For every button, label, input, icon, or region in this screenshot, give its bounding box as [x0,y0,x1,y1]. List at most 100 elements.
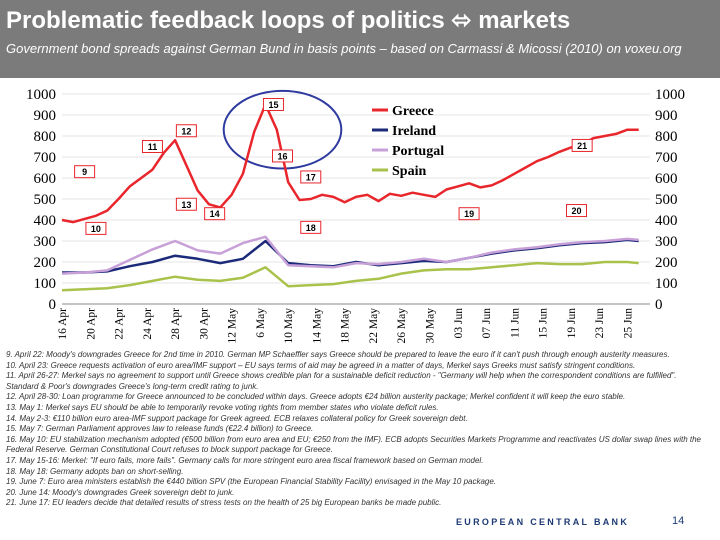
x-tick-label: 14 May [311,308,323,344]
x-tick-label: 10 May [283,308,295,344]
y-tick-label-left: 700 [34,150,57,166]
x-tick-label: 23 Jun [594,308,606,339]
x-tick-label: 20 Apr [85,308,97,340]
y-tick-label-left: 900 [34,108,57,124]
y-tick-label-left: 600 [34,171,57,187]
series-line-greece [61,103,639,224]
note-item: 13. May 1: Merkel says EU should be able… [6,402,439,412]
legend-label: Ireland [392,124,436,139]
annotation-box [566,204,587,218]
x-tick-label: 30 Apr [198,308,210,340]
annotation-box [571,138,593,152]
y-tick-label-left: 400 [34,213,57,229]
legend-label: Portugal [392,144,444,159]
y-axis-left: 0 100 200 300 400 500 600 700 800 900 1000 [26,87,56,313]
annotation-box [300,170,322,184]
x-tick-label: 25 Jun [622,308,634,339]
x-tick-label: 12 May [227,308,239,344]
annotation-box [74,165,96,179]
note-item: 18. May 18: Germany adopts ban on short-… [6,466,184,476]
event-annotations: 9 10 11 12 13 14 15 16 17 18 19 20 21 [74,98,593,235]
y-tick-label-right: 600 [655,171,678,187]
annotation-label: 14 [210,209,220,219]
note-item: 17. May 15-16: Merkel: "If euro fails, m… [6,455,484,465]
y-tick-label-left: 500 [34,192,57,208]
y-tick-label-right: 900 [655,108,678,124]
chart-series [61,89,639,292]
event-notes: 9. April 22: Moody's downgrades Greece f… [6,350,708,509]
highlight-ellipse [222,89,343,170]
annotation-label: 16 [277,151,287,161]
y-tick-label-right: 800 [655,129,678,145]
note-item: 15. May 7: German Parliament approves la… [6,424,314,434]
x-tick-label: 6 May [255,308,267,338]
annotation-label: 12 [181,126,191,136]
note-item: 21. June 17: EU leaders decide that deta… [6,498,442,508]
annotation-box [272,149,293,163]
y-tick-label-right: 200 [655,255,678,271]
legend-label: Spain [392,164,426,179]
y-axis-right: 0 100 200 300 400 500 600 700 800 900 1000 [655,87,685,313]
annotation-box [262,98,284,111]
series-line-portugal [61,235,639,275]
slide-subtitle: Government bond spreads against German B… [6,41,682,56]
y-tick-label-left: 300 [34,234,57,250]
y-tick-label-right: 100 [655,276,678,292]
annotation-label: 20 [571,206,581,216]
annotation-label: 19 [464,209,474,219]
x-tick-label: 24 Apr [142,308,154,340]
annotation-box [175,124,197,138]
y-tick-label-left: 1000 [26,87,56,103]
annotation-label: 11 [148,142,158,152]
annotation-box [141,140,163,153]
y-tick-label-right: 500 [655,192,678,208]
y-tick-label-left: 800 [34,129,57,145]
title-bar: Problematic feedback loops of politics ⬄… [0,0,720,78]
annotation-box [204,207,226,221]
x-tick-label: 18 May [340,308,352,344]
x-axis: 16 Apr 20 Apr 22 Apr 24 Apr 28 Apr 30 Apr 12 M… [57,308,634,344]
x-tick-label: 22 May [368,308,380,344]
annotation-box [175,197,197,211]
y-tick-label-left: 200 [34,255,57,271]
note-item: 16. May 10: EU stabilization mechanism a… [6,434,701,455]
x-tick-label: 28 Apr [170,308,182,340]
annotation-box [458,207,480,221]
series-line-spain [61,260,639,292]
x-tick-label: 15 Jun [538,308,550,339]
note-item: 10. April 23: Greece requests activation… [6,360,636,370]
note-item: 20. June 14: Moody's downgrades Greek so… [6,487,235,497]
annotation-label: 18 [306,223,316,233]
x-tick-label: 03 Jun [453,308,465,339]
annotation-label: 21 [577,141,587,151]
x-tick-label: 07 Jun [481,308,493,339]
annotation-label: 17 [306,172,316,182]
note-item: 19. June 7: Euro area ministers establis… [6,477,497,487]
x-tick-label: 30 May [425,308,437,344]
page-number: 14 [672,515,685,527]
y-tick-label-right: 1000 [655,87,685,103]
x-tick-label: 16 Apr [57,308,69,340]
note-item: 12. April 28-30: Loan programme for Gree… [6,392,626,402]
slide-title: Problematic feedback loops of politics ⬄… [6,7,571,34]
chart-legend: Greece Ireland Portugal Spain [372,104,444,179]
y-tick-label-right: 300 [655,234,678,250]
x-tick-label: 22 Apr [114,308,126,340]
note-item: 14. May 2-3: €110 billion euro area-IMF … [6,413,468,423]
y-tick-label-right: 700 [655,150,678,166]
annotation-box [300,220,322,234]
y-tick-label-right: 0 [655,297,663,313]
y-tick-label-right: 400 [655,213,678,229]
y-tick-label-left: 0 [49,297,57,313]
annotation-label: 9 [82,167,87,177]
x-tick-label: 19 Jun [566,308,578,339]
x-tick-label: 26 May [396,308,408,344]
annotation-label: 13 [181,200,191,210]
note-item: 9. April 22: Moody's downgrades Greece f… [6,350,670,359]
chart-gridlines [62,93,650,305]
x-tick-label: 11 Jun [509,308,521,338]
y-tick-label-left: 100 [34,276,57,292]
annotation-label: 10 [91,224,101,234]
annotation-label: 15 [268,100,278,110]
